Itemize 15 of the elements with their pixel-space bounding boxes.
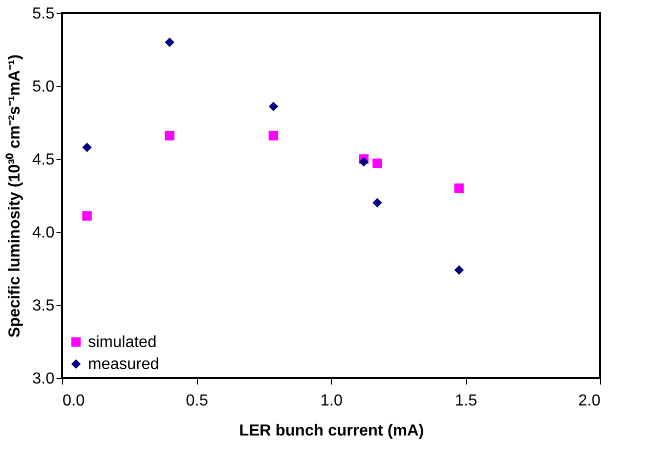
- y-tick-label: 3.0: [32, 370, 55, 388]
- x-axis-title: LER bunch current (mA): [239, 422, 424, 440]
- y-tick-label: 5.5: [32, 6, 55, 22]
- x-tick-label: 2.0: [578, 392, 601, 410]
- y-tick-label: 5.0: [32, 78, 55, 96]
- legend-label: simulated: [88, 334, 156, 351]
- legend-label: measured: [88, 356, 160, 373]
- y-tick-label: 4.5: [32, 152, 55, 168]
- x-tick-label: 1.0: [320, 392, 343, 410]
- x-tick-label: 0.5: [186, 392, 208, 410]
- y-tick-label: 3.5: [32, 298, 55, 314]
- y-tick-label: 4.0: [32, 224, 55, 242]
- x-tick-label: 1.5: [454, 392, 478, 410]
- x-tick-label: 0.0: [62, 392, 85, 410]
- y-axis-title: Specific luminosity (10³⁰ cm⁻²s⁻¹mA⁻¹): [5, 54, 24, 338]
